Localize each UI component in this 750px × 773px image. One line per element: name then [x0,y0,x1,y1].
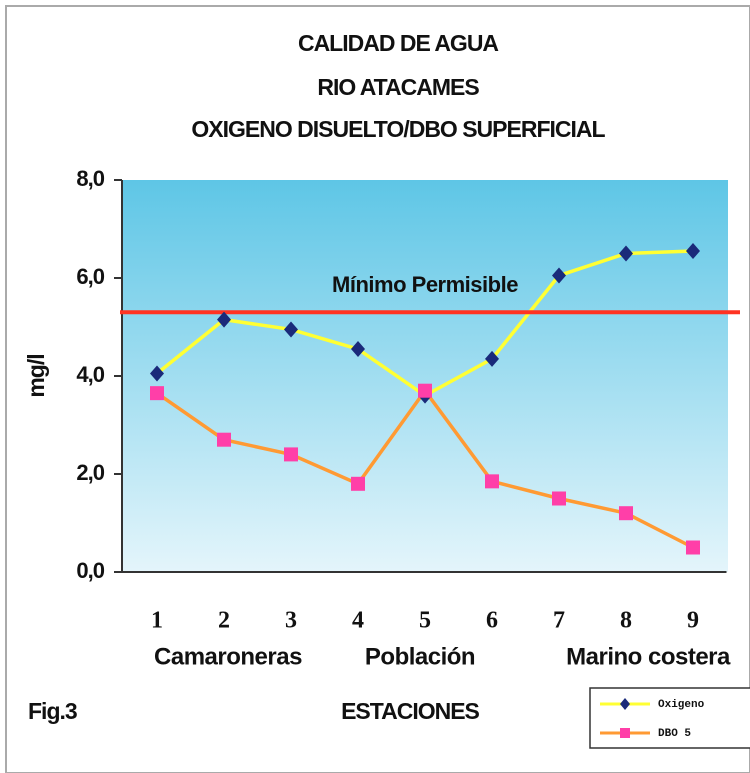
reference-label: Mínimo Permisible [332,272,518,297]
x-tick-label: 5 [419,608,431,634]
marker [351,476,365,491]
marker [150,365,164,382]
y-tick-label: 8,0 [76,166,104,191]
marker [418,383,432,398]
marker [284,321,298,338]
chart-title: CALIDAD DE AGUA [298,30,498,56]
marker [552,491,566,506]
y-axis-label: mg/l [23,354,49,397]
legend-marker [620,728,630,738]
x-tick-label: 4 [352,608,364,634]
marker [351,341,365,358]
marker [217,311,231,328]
x-axis-label: ESTACIONES [341,698,479,724]
chart-title: OXIGENO DISUELTO/DBO SUPERFICIAL [191,116,605,142]
marker [686,243,700,260]
legend-box [589,687,750,749]
marker [552,267,566,284]
legend-marker [620,698,630,710]
marker [150,386,164,401]
x-tick-label: 3 [285,608,297,634]
x-tick-label: 8 [620,608,632,634]
plot-area [122,180,728,572]
marker [485,350,499,367]
marker [619,506,633,521]
x-tick-label: 2 [218,608,230,634]
marker [485,474,499,489]
y-tick-label: 6,0 [76,264,104,289]
chart-title: RIO ATACAMES [317,74,479,100]
legend-label: Oxigeno [658,699,705,711]
x-tick-label: 9 [687,608,699,634]
x-tick-label: 1 [151,608,163,634]
marker [217,432,231,447]
group-label: Población [365,643,475,670]
y-tick-label: 2,0 [76,460,104,485]
figure-label: Fig.3 [28,698,77,724]
y-tick-label: 0,0 [76,558,104,583]
marker [619,245,633,262]
marker [284,447,298,462]
x-tick-label: 6 [486,608,498,634]
y-tick-label: 4,0 [76,362,104,387]
legend-label: DBO 5 [658,728,691,740]
group-label: Marino costera [566,643,731,670]
x-tick-label: 7 [553,608,565,634]
marker [686,540,700,555]
group-label: Camaroneras [154,643,302,670]
